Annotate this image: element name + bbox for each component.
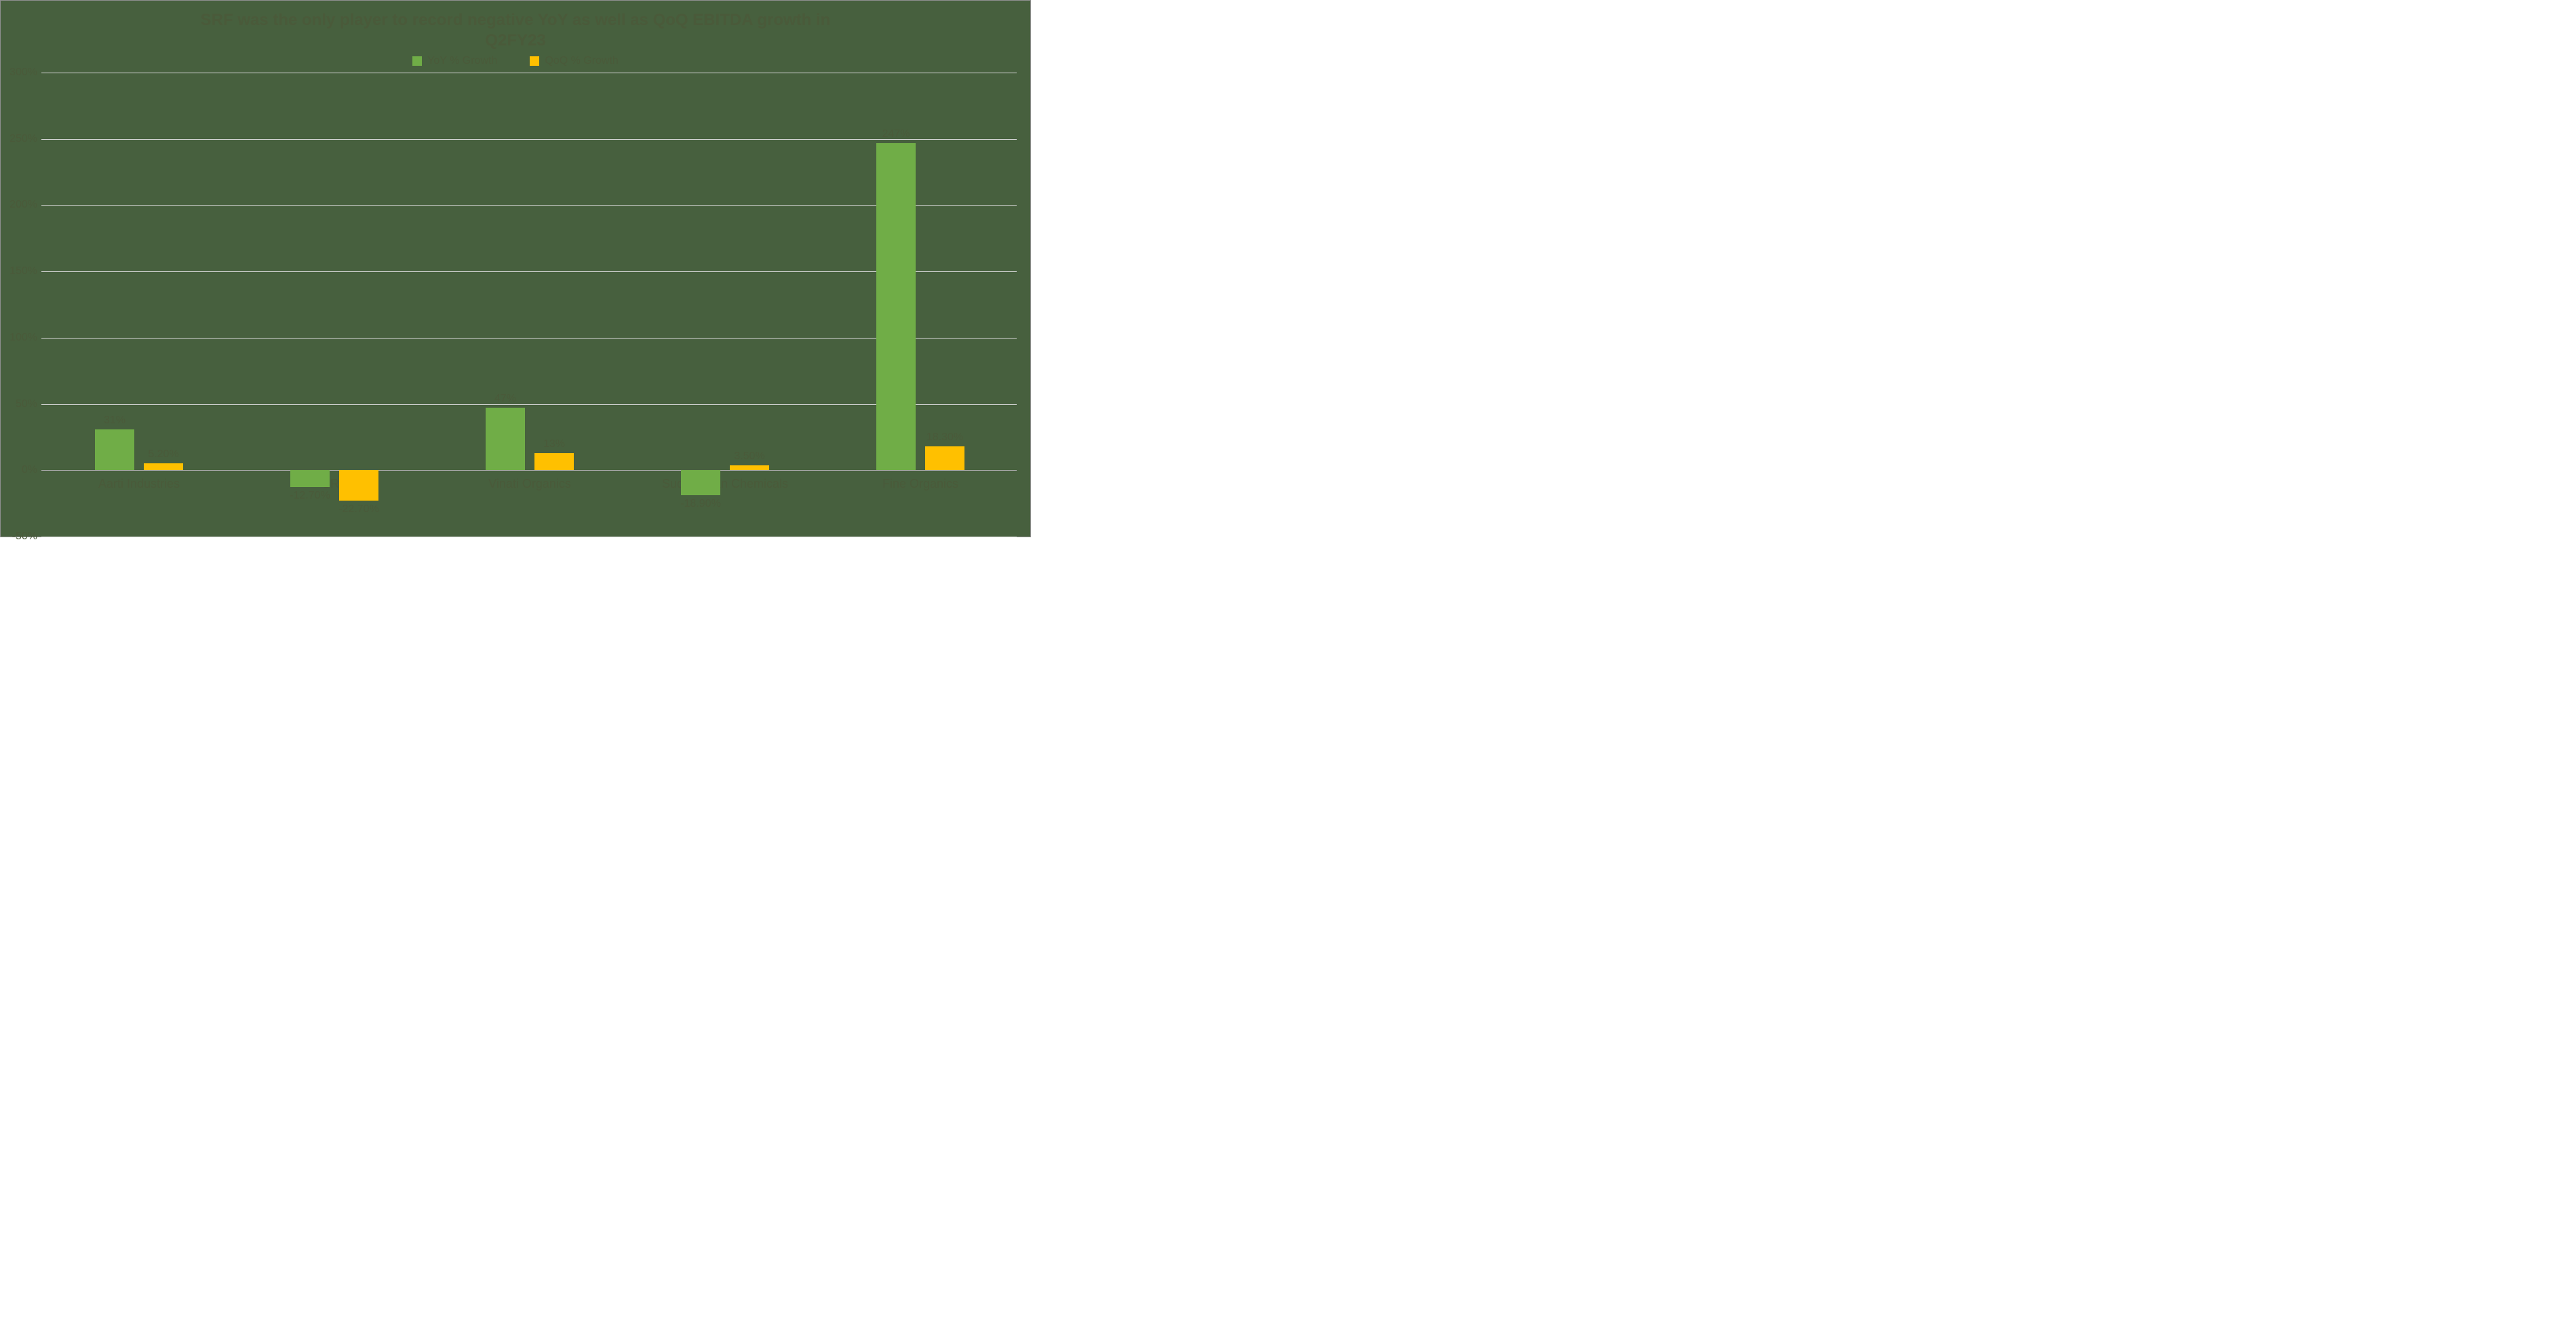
chart-title: SRF was the only player to record negati…: [1, 1, 1030, 55]
data-label: -22.70%: [338, 503, 379, 516]
gridline: [41, 404, 1017, 405]
y-tick-label: 100%: [1, 332, 37, 344]
y-tick-label: 300%: [1, 66, 37, 79]
y-tick-label: 50%: [1, 398, 37, 410]
ebitda-growth-chart: SRF was the only player to record negati…: [0, 0, 1031, 537]
data-label: -12.70%: [290, 490, 330, 502]
data-label: 47%: [494, 393, 516, 405]
data-label: 18.30%: [926, 431, 963, 444]
gridline: [41, 271, 1017, 272]
gridline: [41, 139, 1017, 140]
gridline: [41, 205, 1017, 206]
y-tick-label: 0%: [1, 464, 37, 476]
y-tick-label: 200%: [1, 199, 37, 211]
bar: [730, 465, 769, 470]
bar: [534, 453, 574, 470]
bar: [290, 470, 330, 487]
legend-item: QoQ % Growth: [530, 55, 618, 67]
bar: [144, 463, 183, 470]
category-label: Vinati Organics: [488, 477, 571, 491]
legend-label: QoQ % Growth: [545, 55, 618, 67]
category-label: Fine Organics: [882, 477, 958, 491]
data-label: -18.90%: [680, 498, 721, 510]
chart-legend: YoY % Growth QoQ % Growth: [1, 55, 1030, 73]
data-label: 13%: [543, 438, 565, 450]
category-label: Aarti Industries: [98, 477, 180, 491]
bar: [876, 143, 916, 471]
legend-label: YoY % Growth: [427, 55, 497, 67]
legend-item: YoY % Growth: [412, 55, 497, 67]
data-label: 247%: [882, 128, 910, 140]
y-tick-label: -50%: [1, 530, 37, 543]
chart-plot-area: -50%0%50%100%150%200%250%300%Aarti Indus…: [1, 73, 1030, 537]
bar: [925, 446, 964, 471]
legend-swatch: [530, 56, 539, 66]
bar: [486, 408, 525, 470]
legend-swatch: [412, 56, 422, 66]
data-label: 31%: [104, 414, 125, 427]
bar: [339, 470, 378, 500]
data-label: 5.20%: [148, 448, 178, 461]
bar: [95, 429, 134, 471]
y-tick-label: 250%: [1, 133, 37, 145]
y-tick-label: 150%: [1, 265, 37, 277]
data-label: 3.50%: [734, 450, 764, 463]
zero-axis-line: [41, 470, 1017, 471]
bar: [681, 470, 720, 495]
